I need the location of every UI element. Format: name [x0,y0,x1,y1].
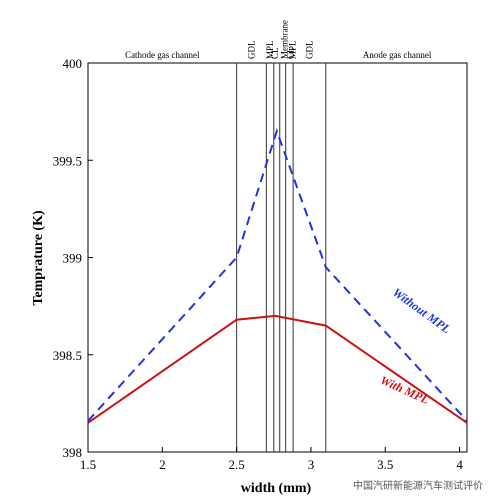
series-line-without-mpl [87,127,468,422]
series-layer [87,127,468,424]
region-label-0: Cathode gas channel [125,50,200,60]
region-label-4: Membrane [280,20,290,59]
region-label-6: MPL [287,40,297,59]
axis-ticks: 1.5 2 2.5 3 3.5 4 398 398.5 399 399.5 400 [53,56,464,472]
x-tick-label-5: 4 [456,457,463,472]
region-label-1: GDL [247,41,257,60]
x-axis-label: width (mm) [241,481,312,496]
y-tick-label-4: 400 [63,56,83,71]
region-dividers [236,63,327,452]
annotations: Without MPL With MPL [378,285,453,407]
region-label-5: CL [286,47,296,59]
annotation-0: Without MPL [390,285,453,336]
y-tick-label-2: 399 [63,251,83,266]
y-axis-label: Temprature (K) [31,210,46,306]
series-line-with-mpl [87,314,468,424]
x-tick-label-0: 1.5 [80,457,96,472]
x-tick-label-4: 3.5 [377,457,393,472]
region-label-8: Anode gas channel [363,50,432,60]
x-tick-label-3: 3 [308,457,315,472]
annotation-1: With MPL [378,373,431,407]
watermark-text: 中国汽研新能源汽车测试评价 [353,481,483,492]
region-label-3: CL [270,47,280,59]
y-tick-label-1: 398.5 [53,348,82,363]
y-tick-label-3: 399.5 [53,153,82,168]
x-tick-label-1: 2 [159,457,166,472]
region-label-7: GDL [305,41,315,60]
x-tick-label-2: 2.5 [229,457,245,472]
y-tick-label-0: 398 [63,445,83,460]
region-label-2: MPL [265,40,275,59]
